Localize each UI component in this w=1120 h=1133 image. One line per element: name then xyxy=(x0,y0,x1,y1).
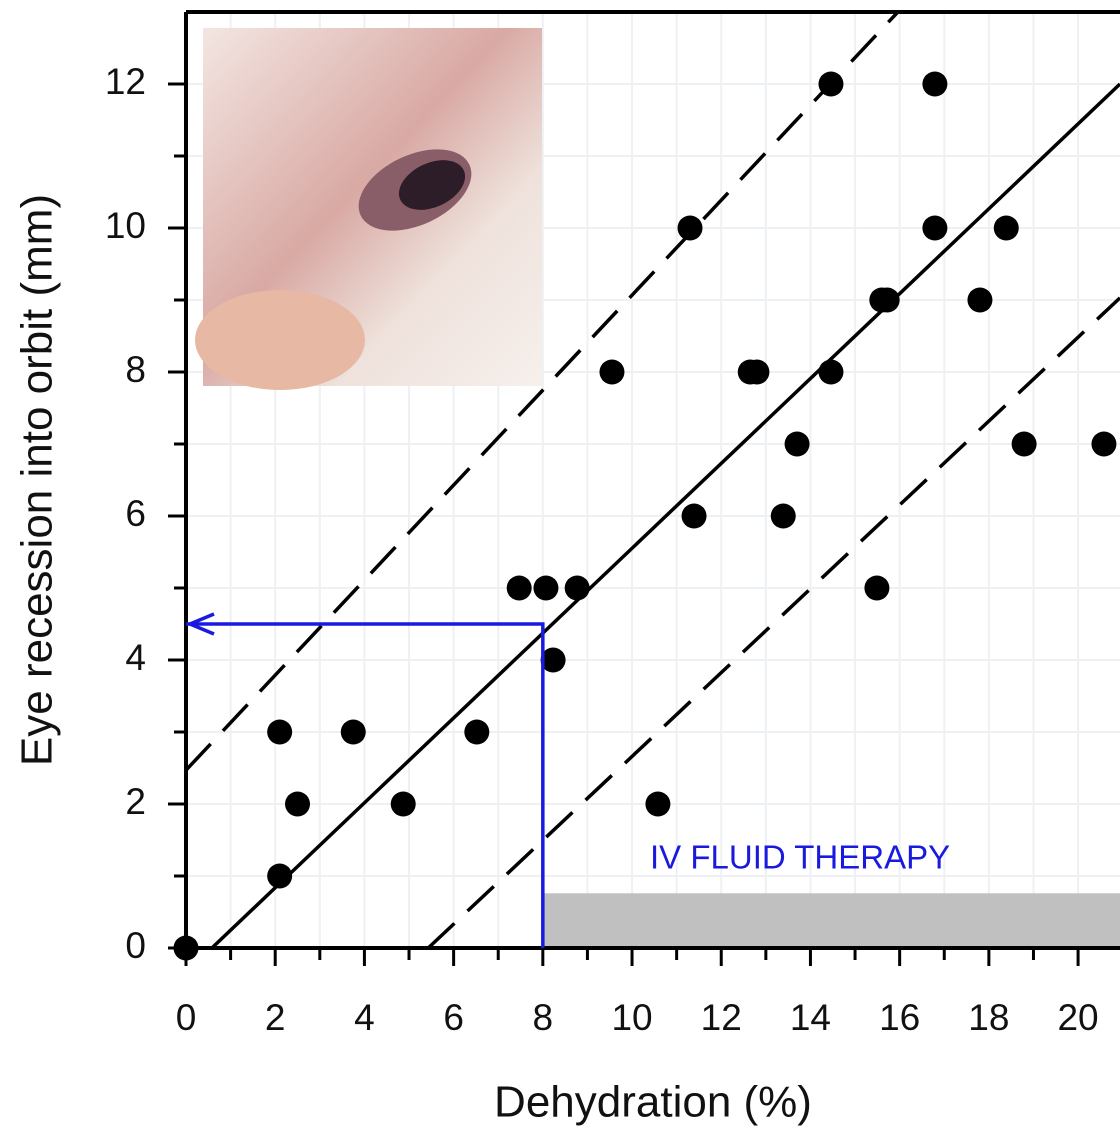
annotation: IV FLUID THERAPY xyxy=(650,839,950,876)
x-tick-label: 10 xyxy=(611,997,652,1038)
x-tick-label: 2 xyxy=(265,997,286,1038)
x-tick-label: 20 xyxy=(1057,997,1098,1038)
point xyxy=(922,71,948,97)
x-axis-title: Dehydration (%) xyxy=(494,1078,812,1127)
y-tick-label: 10 xyxy=(105,205,146,246)
arrow-path xyxy=(186,622,545,948)
fit-lines xyxy=(186,12,1120,948)
y-tick-label: 4 xyxy=(125,637,146,678)
point xyxy=(784,431,810,457)
point xyxy=(818,71,844,97)
arrow-head xyxy=(189,612,215,636)
y-tick-label: 6 xyxy=(125,493,146,534)
point xyxy=(1091,431,1117,457)
dashed-line xyxy=(426,296,1120,948)
y-tick-label: 8 xyxy=(125,349,146,390)
x-tick-label: 14 xyxy=(790,997,831,1038)
point xyxy=(267,863,293,889)
point xyxy=(993,215,1019,241)
point xyxy=(540,647,566,673)
point xyxy=(874,287,900,313)
point xyxy=(967,287,993,313)
x-tick-label: 18 xyxy=(968,997,1009,1038)
point xyxy=(744,359,770,385)
point xyxy=(922,215,948,241)
point xyxy=(645,791,671,817)
point xyxy=(681,503,707,529)
point xyxy=(864,575,890,601)
y-tick-label: 12 xyxy=(105,61,146,102)
point xyxy=(599,359,625,385)
dashed-line xyxy=(186,12,900,772)
y-tick-label: 0 xyxy=(125,925,146,966)
point xyxy=(285,791,311,817)
x-tick-label: 4 xyxy=(354,997,375,1038)
points xyxy=(173,71,1117,961)
regions xyxy=(542,893,1120,948)
axes xyxy=(168,10,1120,966)
point xyxy=(464,719,490,745)
point xyxy=(506,575,532,601)
y-tick-label: 2 xyxy=(125,781,146,822)
y-axis-title: Eye recession into orbit (mm) xyxy=(13,194,62,766)
point xyxy=(533,575,559,601)
photo-inset xyxy=(195,28,542,390)
point xyxy=(677,215,703,241)
shaded-region xyxy=(542,893,1120,948)
point xyxy=(267,719,293,745)
x-tick-label: 8 xyxy=(533,997,554,1038)
x-tick-label: 6 xyxy=(443,997,464,1038)
point xyxy=(770,503,796,529)
x-tick-label: 12 xyxy=(701,997,742,1038)
x-tick-label: 0 xyxy=(176,997,197,1038)
point xyxy=(340,719,366,745)
fit-line xyxy=(210,82,1120,948)
point xyxy=(1011,431,1037,457)
x-tick-label: 16 xyxy=(879,997,920,1038)
point xyxy=(818,359,844,385)
point xyxy=(564,575,590,601)
point xyxy=(390,791,416,817)
